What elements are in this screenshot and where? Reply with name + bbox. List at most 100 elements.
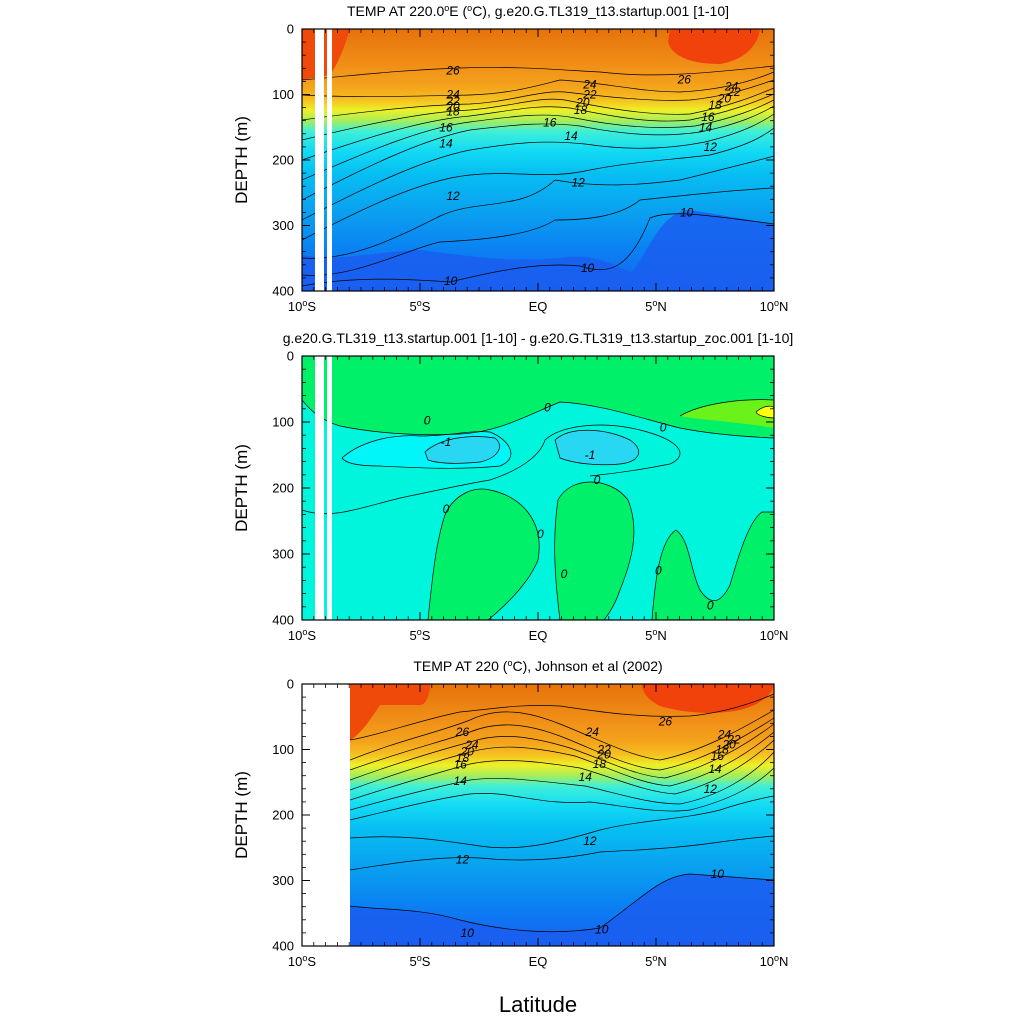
contour-label: 26 bbox=[677, 72, 692, 86]
contour-label: 12 bbox=[456, 853, 470, 867]
y-tick-label: 100 bbox=[272, 742, 294, 757]
y-tick-label: 300 bbox=[272, 547, 294, 562]
contour-label: 22 bbox=[582, 88, 597, 102]
contour-label: 24 bbox=[464, 738, 479, 752]
panel-3-contour-labels: 2624201816141210242220181412102624222018… bbox=[453, 714, 740, 940]
contour-label: 18 bbox=[593, 757, 607, 771]
contour-label: 20 bbox=[460, 744, 475, 758]
strong-negative-region bbox=[555, 430, 639, 465]
x-tick-label: EQ bbox=[529, 954, 548, 969]
warm-pool-left bbox=[350, 684, 430, 740]
x-tick-label: 5oS bbox=[410, 627, 431, 643]
contour-label: 12 bbox=[704, 140, 718, 154]
y-tick-label: 400 bbox=[272, 284, 294, 299]
panel-difference: g.e20.G.TL319_t13.startup.001 [1-10] - g… bbox=[232, 330, 793, 643]
contour-label: 10 bbox=[711, 867, 725, 881]
contour-label: 26 bbox=[658, 714, 673, 728]
contour-label: 10 bbox=[581, 261, 595, 275]
contour-label: 20 bbox=[445, 99, 460, 113]
contour-label: 16 bbox=[439, 120, 453, 134]
contour-label: 24 bbox=[724, 80, 739, 94]
contour-label: 14 bbox=[579, 770, 593, 784]
contour-label: 0 bbox=[707, 598, 714, 612]
contour-label: 10 bbox=[461, 926, 475, 940]
contour-label: -1 bbox=[585, 448, 596, 462]
panel-3-y-label: DEPTH (m) bbox=[232, 771, 251, 859]
contour-label: 0 bbox=[443, 502, 450, 516]
contour-label: 24 bbox=[585, 725, 600, 739]
positive-region-lower bbox=[554, 482, 634, 620]
contour-label: 18 bbox=[446, 105, 460, 119]
panel-observed-temperature: TEMP AT 220 (oC), Johnson et al (2002) 2… bbox=[232, 658, 788, 1017]
contour-label: 0 bbox=[561, 567, 568, 581]
contour-label: 14 bbox=[453, 774, 467, 788]
contour-label: 0 bbox=[537, 527, 544, 541]
panel-1-contour-labels: 2624222018161412102422201816141210262422… bbox=[439, 63, 741, 288]
contour-label: 20 bbox=[575, 95, 590, 109]
contour-label: 22 bbox=[726, 85, 741, 99]
y-tick-label: 200 bbox=[272, 808, 294, 823]
contour-label: 22 bbox=[596, 743, 611, 757]
contour-label: 14 bbox=[708, 762, 722, 776]
panel-3-axes: 10oS 5oS EQ 5oN 10oN 0 100 200 300 400 bbox=[272, 677, 788, 970]
y-tick-label: 400 bbox=[272, 613, 294, 628]
contour-label: 20 bbox=[721, 737, 736, 751]
panel-2-y-label: DEPTH (m) bbox=[232, 444, 251, 532]
x-tick-label: 10oS bbox=[288, 627, 316, 643]
panel-3-title: TEMP AT 220 (oC), Johnson et al (2002) bbox=[413, 658, 662, 674]
contour-label: 20 bbox=[596, 748, 611, 762]
contour-label: -1 bbox=[441, 435, 452, 449]
missing-data-strip bbox=[315, 356, 324, 620]
contour-label: 20 bbox=[717, 91, 732, 105]
x-tick-label: 10oN bbox=[760, 627, 789, 643]
x-tick-label: 10oN bbox=[760, 953, 789, 969]
contour-label: 12 bbox=[704, 782, 718, 796]
contour-label: 12 bbox=[583, 834, 597, 848]
x-tick-label: 5oN bbox=[645, 953, 667, 969]
contour-label: 18 bbox=[456, 751, 470, 765]
contour-label: 24 bbox=[717, 727, 732, 741]
contour-label: 14 bbox=[439, 137, 453, 151]
x-tick-label: 10oN bbox=[760, 298, 789, 314]
contour-label: 22 bbox=[445, 94, 460, 108]
panel-2-contour-labels: 0 -1 0 0 -1 0 0 0 0 0 0 bbox=[424, 400, 714, 612]
panel-1-y-label: DEPTH (m) bbox=[232, 116, 251, 204]
y-tick-label: 100 bbox=[272, 87, 294, 102]
contour-label: 24 bbox=[582, 78, 597, 92]
x-tick-label: EQ bbox=[529, 628, 548, 643]
contour-label: 0 bbox=[594, 473, 601, 487]
contour-label: 26 bbox=[445, 63, 460, 77]
y-tick-label: 400 bbox=[272, 939, 294, 954]
contour-label: 16 bbox=[701, 110, 715, 124]
contour-label: 0 bbox=[544, 400, 551, 414]
x-tick-label: 5oN bbox=[645, 627, 667, 643]
y-tick-label: 300 bbox=[272, 873, 294, 888]
strong-negative-region bbox=[425, 436, 500, 464]
y-tick-label: 300 bbox=[272, 218, 294, 233]
contour-label: 10 bbox=[595, 923, 609, 937]
x-axis-label: Latitude bbox=[499, 992, 577, 1017]
missing-data-strip bbox=[315, 29, 324, 291]
warm-pool-left bbox=[302, 29, 350, 80]
contour-label: 12 bbox=[571, 175, 585, 189]
panel-2-axes: 10oS 5oS EQ 5oN 10oN 0 100 200 300 400 bbox=[272, 349, 788, 644]
contour-label: 0 bbox=[655, 564, 662, 578]
panel-1-title: TEMP AT 220.0oE (oC), g.e20.G.TL319_t13.… bbox=[347, 3, 729, 19]
missing-data-strip bbox=[327, 29, 332, 291]
y-tick-label: 0 bbox=[287, 677, 294, 692]
deep-cold-region bbox=[302, 210, 774, 291]
x-tick-label: 5oN bbox=[645, 298, 667, 314]
y-tick-label: 0 bbox=[287, 22, 294, 37]
warm-pool-right bbox=[668, 29, 760, 64]
panel-1-contour-field bbox=[302, 29, 774, 291]
x-tick-label: 10oS bbox=[288, 953, 316, 969]
panel-1-axes: 10oS 5oS EQ 5oN 10oN 0 100 200 300 400 bbox=[272, 22, 788, 315]
y-tick-label: 0 bbox=[287, 349, 294, 364]
y-tick-label: 200 bbox=[272, 153, 294, 168]
contour-label: 0 bbox=[424, 414, 431, 428]
contour-label: 18 bbox=[715, 743, 729, 757]
x-tick-label: 5oS bbox=[410, 953, 431, 969]
contour-label: 16 bbox=[711, 749, 725, 763]
contour-label: 16 bbox=[543, 116, 557, 130]
